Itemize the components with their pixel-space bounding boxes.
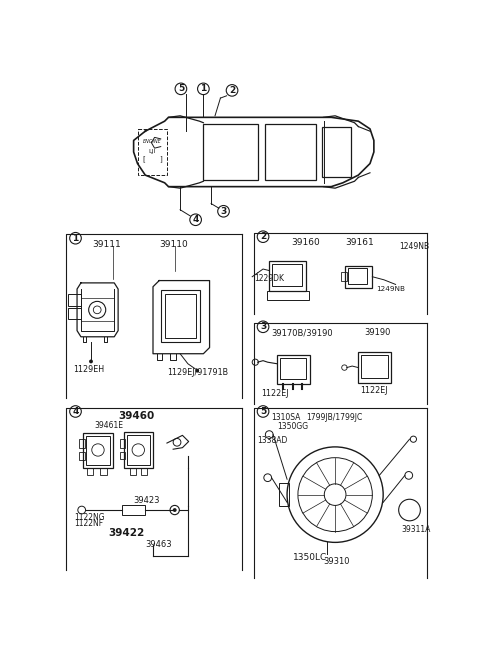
Bar: [122, 505, 145, 514]
Bar: [83, 433, 113, 468]
Bar: [340, 272, 347, 281]
Text: 1: 1: [200, 84, 206, 93]
Bar: [272, 264, 302, 286]
Text: 1129EH: 1129EH: [73, 365, 104, 374]
Text: [: [: [143, 155, 145, 162]
Text: 1: 1: [72, 234, 79, 242]
Text: 2: 2: [229, 86, 235, 95]
Circle shape: [173, 508, 177, 512]
Bar: [141, 468, 147, 476]
Bar: [68, 307, 81, 319]
Text: LJI: LJI: [149, 150, 156, 154]
Text: 1350LC: 1350LC: [292, 553, 327, 562]
Bar: [130, 468, 136, 476]
Bar: [68, 294, 81, 306]
Bar: [165, 294, 196, 338]
Bar: [348, 268, 367, 284]
Bar: [277, 355, 310, 384]
Text: ]: ]: [159, 155, 162, 162]
Bar: [265, 124, 316, 180]
Text: 39460: 39460: [118, 411, 154, 421]
Text: 39423: 39423: [133, 496, 160, 505]
Bar: [79, 439, 85, 449]
Text: 1338AD: 1338AD: [258, 436, 288, 445]
Bar: [204, 124, 258, 180]
Text: 1799JB/1799JC: 1799JB/1799JC: [306, 413, 363, 422]
Text: 39190: 39190: [365, 328, 391, 338]
Text: 5: 5: [178, 84, 184, 93]
Text: 39170B/39190: 39170B/39190: [271, 328, 333, 338]
Text: 1249NB: 1249NB: [376, 286, 405, 292]
Text: 1122EJ: 1122EJ: [360, 386, 387, 396]
Bar: [322, 127, 351, 177]
Text: 1229DK: 1229DK: [254, 274, 284, 283]
Bar: [161, 290, 200, 342]
Text: 1129EJ/91791B: 1129EJ/91791B: [167, 369, 228, 378]
Bar: [359, 352, 391, 383]
Text: 1249NB: 1249NB: [399, 242, 430, 251]
Bar: [120, 439, 125, 449]
Text: 4: 4: [192, 215, 199, 224]
Circle shape: [89, 359, 93, 363]
Text: 3: 3: [260, 323, 266, 331]
Bar: [79, 452, 85, 460]
Text: 39311A: 39311A: [401, 525, 431, 533]
Text: 39310: 39310: [324, 557, 350, 566]
Bar: [123, 432, 153, 468]
Text: 2: 2: [260, 232, 266, 241]
Text: 39461E: 39461E: [95, 421, 124, 430]
Text: 39422: 39422: [108, 528, 144, 538]
Text: 39110: 39110: [159, 240, 188, 249]
Bar: [87, 468, 93, 476]
Bar: [361, 355, 388, 378]
Text: 1122NG: 1122NG: [74, 513, 105, 522]
Text: 39111: 39111: [93, 240, 121, 249]
Bar: [280, 357, 306, 379]
Bar: [100, 468, 107, 476]
Text: 1122NF: 1122NF: [74, 520, 103, 528]
Bar: [269, 261, 306, 290]
Text: 1122EJ: 1122EJ: [262, 388, 289, 397]
Bar: [127, 434, 150, 464]
Bar: [279, 483, 288, 506]
Text: 39160: 39160: [291, 238, 320, 247]
Text: 39161: 39161: [345, 238, 374, 247]
Bar: [267, 290, 309, 300]
Bar: [345, 266, 372, 288]
Bar: [120, 451, 125, 459]
Text: 3: 3: [220, 207, 227, 215]
Text: 1350GG: 1350GG: [277, 422, 308, 432]
Text: 1310SA: 1310SA: [271, 413, 300, 422]
Bar: [137, 129, 167, 175]
Text: 5: 5: [260, 407, 266, 416]
Bar: [86, 436, 109, 464]
Text: ENGINE: ENGINE: [143, 139, 162, 145]
Text: 39463: 39463: [145, 540, 172, 549]
Text: 4: 4: [72, 407, 79, 416]
Circle shape: [195, 369, 199, 373]
